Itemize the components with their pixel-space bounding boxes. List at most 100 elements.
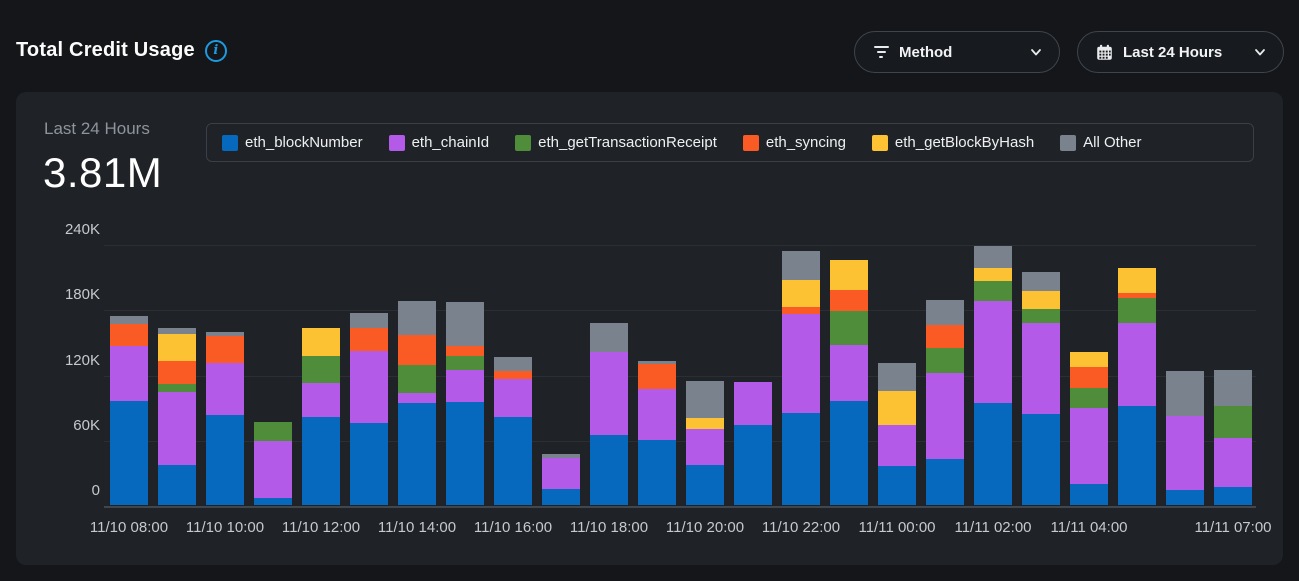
bar-segment-all-other [782, 250, 820, 280]
legend-item-eth-syncing[interactable]: eth_syncing [742, 134, 846, 151]
bar-segment-eth-blocknumber [782, 412, 820, 505]
gridline [104, 245, 1256, 246]
bar-11-11-00-00[interactable] [878, 362, 916, 505]
bar-11-10-11-00[interactable] [254, 422, 292, 505]
legend-item-eth-chainid[interactable]: eth_chainId [388, 134, 489, 151]
bar-11-11-01-00[interactable] [926, 299, 964, 505]
date-range-dropdown[interactable]: Last 24 Hours [1077, 31, 1284, 73]
bar-11-10-14-00[interactable] [398, 300, 436, 505]
bar-segment-eth-blocknumber [926, 459, 964, 505]
bar-segment-eth-gettransactionreceipt [1070, 387, 1108, 409]
bar-segment-all-other [1022, 272, 1060, 291]
bar-segment-eth-getblockbyhash [686, 418, 724, 429]
bar-segment-all-other [638, 361, 676, 364]
legend-item-eth-getblockbyhash[interactable]: eth_getBlockByHash [871, 134, 1034, 151]
bar-segment-eth-syncing [350, 327, 388, 351]
bar-segment-eth-syncing [1070, 366, 1108, 388]
x-axis-tick-label: 11/10 22:00 [761, 519, 841, 536]
bar-segment-eth-blocknumber [638, 439, 676, 505]
total-credits-value: 3.81M [43, 149, 163, 196]
legend-item-all-other[interactable]: All Other [1060, 134, 1142, 151]
bar-segment-eth-gettransactionreceipt [398, 364, 436, 393]
x-axis-tick-label: 11/11 07:00 [1194, 519, 1272, 536]
bar-segment-eth-getblockbyhash [782, 279, 820, 308]
x-axis-tick-label: 11/11 02:00 [954, 519, 1032, 536]
bar-segment-eth-blocknumber [206, 414, 244, 505]
bar-11-11-04-00[interactable] [1070, 351, 1108, 505]
bar-segment-eth-chainid [974, 300, 1012, 403]
bar-segment-eth-chainid [782, 313, 820, 413]
bar-segment-eth-chainid [254, 440, 292, 499]
x-axis-tick-label: 11/11 00:00 [858, 519, 936, 536]
bar-11-11-02-00[interactable] [974, 246, 1012, 505]
panel-range-label: Last 24 Hours [44, 119, 150, 138]
legend-item-eth-gettransactionreceipt[interactable]: eth_getTransactionReceipt [515, 134, 717, 151]
credit-usage-panel: Last 24 Hours 3.81M eth_blockNumber eth_c… [16, 92, 1283, 565]
bar-11-10-09-00[interactable] [158, 327, 196, 505]
bar-segment-eth-chainid [686, 428, 724, 465]
bar-segment-eth-getblockbyhash [974, 267, 1012, 281]
bar-segment-eth-blocknumber [494, 416, 532, 505]
x-axis-tick-label: 11/10 14:00 [377, 519, 457, 536]
bar-segment-eth-chainid [638, 388, 676, 440]
legend-item-eth-blocknumber[interactable]: eth_blockNumber [222, 134, 363, 151]
bar-segment-eth-getblockbyhash [1118, 267, 1156, 293]
x-axis-tick-label: 11/10 10:00 [185, 519, 265, 536]
bar-segment-eth-gettransactionreceipt [1022, 309, 1060, 324]
legend-swatch [222, 134, 238, 151]
bar-segment-eth-blocknumber [446, 401, 484, 505]
bar-segment-eth-blocknumber [1214, 486, 1252, 505]
y-axis-tick-label: 60K [73, 416, 100, 434]
bar-11-10-19-00[interactable] [638, 361, 676, 505]
bar-11-10-20-00[interactable] [686, 381, 724, 505]
bar-segment-eth-chainid [878, 424, 916, 466]
bar-segment-all-other [206, 332, 244, 337]
bar-segment-all-other [686, 381, 724, 419]
bar-segment-eth-chainid [830, 345, 868, 401]
info-icon[interactable]: i [204, 39, 227, 62]
bar-segment-eth-blocknumber [1166, 489, 1204, 505]
bar-segment-eth-getblockbyhash [830, 260, 868, 290]
bar-segment-eth-getblockbyhash [1022, 290, 1060, 310]
bar-segment-eth-syncing [158, 361, 196, 385]
method-filter-dropdown[interactable]: Method [854, 31, 1060, 73]
bar-11-10-23-00[interactable] [830, 260, 868, 505]
bar-11-11-03-00[interactable] [1022, 272, 1060, 505]
bar-segment-eth-blocknumber [302, 416, 340, 505]
method-filter-label: Method [899, 43, 953, 61]
bar-11-10-10-00[interactable] [206, 332, 244, 505]
stacked-bar-chart: 0 60K 120K 180K 240K 11/10 08:00 11/10 10:00 11… [65, 221, 1272, 536]
bar-11-10-18-00[interactable] [590, 323, 628, 505]
bar-segment-eth-blocknumber [734, 424, 772, 505]
legend-label: eth_syncing [765, 134, 846, 151]
bar-segment-eth-syncing [782, 307, 820, 314]
x-axis-tick-label: 11/10 20:00 [665, 519, 745, 536]
bar-11-10-08-00[interactable] [110, 315, 148, 505]
bar-segment-all-other [590, 323, 628, 352]
bar-segment-eth-chainid [542, 458, 580, 489]
bar-11-10-21-00[interactable] [734, 382, 772, 505]
bar-11-10-15-00[interactable] [446, 301, 484, 505]
bar-11-10-16-00[interactable] [494, 357, 532, 505]
legend-swatch [515, 134, 532, 151]
x-axis-tick-label: 11/10 12:00 [281, 519, 361, 536]
bar-segment-eth-chainid [1166, 415, 1204, 490]
bar-segment-eth-syncing [446, 346, 484, 357]
bar-segment-eth-syncing [494, 371, 532, 379]
gridline [104, 310, 1256, 312]
bar-11-11-05-00[interactable] [1118, 267, 1156, 505]
legend-swatch [1060, 134, 1077, 151]
bar-11-10-13-00[interactable] [350, 312, 388, 505]
bar-11-10-12-00[interactable] [302, 327, 340, 505]
bar-11-10-17-00[interactable] [542, 453, 580, 505]
chart-legend: eth_blockNumber eth_chainId eth_getTransac… [206, 123, 1254, 162]
bar-11-11-06-00[interactable] [1166, 371, 1204, 505]
bar-segment-eth-chainid [302, 383, 340, 417]
bar-segment-eth-blocknumber [350, 423, 388, 505]
bar-segment-eth-gettransactionreceipt [446, 356, 484, 371]
bar-11-11-07-00[interactable] [1214, 370, 1252, 505]
bar-segment-eth-syncing [638, 363, 676, 389]
bar-11-10-22-00[interactable] [782, 250, 820, 505]
bar-segment-eth-syncing [830, 289, 868, 312]
bar-segment-eth-chainid [350, 350, 388, 424]
